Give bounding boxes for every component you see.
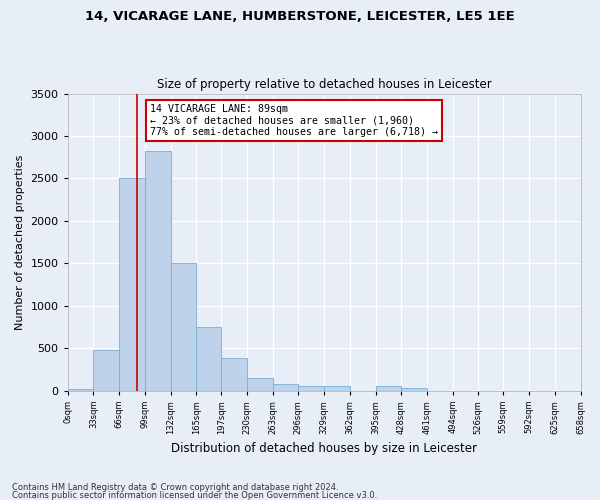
Bar [94,350,119,391]
Bar [272,384,298,391]
Bar [68,388,94,391]
Text: 14 VICARAGE LANE: 89sqm
← 23% of detached houses are smaller (1,960)
77% of semi: 14 VICARAGE LANE: 89sqm ← 23% of detache… [149,104,437,137]
Text: Contains public sector information licensed under the Open Government Licence v3: Contains public sector information licen… [12,490,377,500]
Bar [247,378,272,391]
Bar [324,386,350,391]
Text: 14, VICARAGE LANE, HUMBERSTONE, LEICESTER, LE5 1EE: 14, VICARAGE LANE, HUMBERSTONE, LEICESTE… [85,10,515,23]
Bar [376,386,401,391]
Bar [401,388,427,391]
Bar [119,178,145,391]
Bar [145,152,170,391]
Bar [221,358,247,391]
Bar [170,262,196,391]
X-axis label: Distribution of detached houses by size in Leicester: Distribution of detached houses by size … [171,442,477,455]
Bar [298,386,324,391]
Y-axis label: Number of detached properties: Number of detached properties [15,154,25,330]
Bar [196,327,221,391]
Text: Contains HM Land Registry data © Crown copyright and database right 2024.: Contains HM Land Registry data © Crown c… [12,484,338,492]
Title: Size of property relative to detached houses in Leicester: Size of property relative to detached ho… [157,78,491,91]
